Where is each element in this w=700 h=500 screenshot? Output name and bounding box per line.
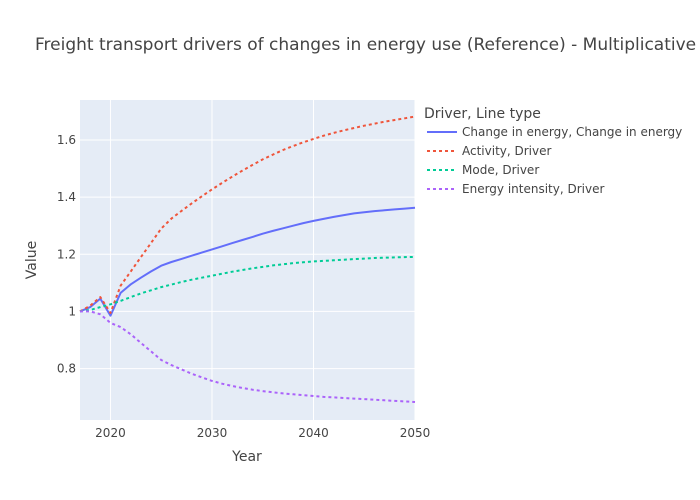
series-line bbox=[79, 206, 416, 317]
x-tick-label: 2050 bbox=[400, 426, 431, 440]
chart-title: Freight transport drivers of changes in … bbox=[35, 35, 696, 55]
legend-label: Change in energy, Change in energy bbox=[462, 125, 682, 139]
x-tick-label: 2040 bbox=[298, 426, 329, 440]
grid bbox=[80, 100, 416, 420]
y-tick-label: 0.8 bbox=[57, 362, 76, 376]
series-line bbox=[79, 115, 416, 314]
x-tick-label: 2020 bbox=[95, 426, 126, 440]
y-tick-label: 1.2 bbox=[57, 247, 76, 261]
legend-label: Energy intensity, Driver bbox=[462, 182, 604, 196]
legend-label: Mode, Driver bbox=[462, 163, 539, 177]
legend-item[interactable]: Energy intensity, Driver bbox=[427, 182, 604, 196]
y-axis-title: Value bbox=[24, 241, 40, 279]
y-tick-label: 1.4 bbox=[57, 190, 76, 204]
legend-label: Activity, Driver bbox=[462, 144, 551, 158]
tick-labels: 2020 2030 2040 2050 0.8 1 1.2 1.4 1.6 bbox=[57, 133, 430, 440]
x-axis-title: Year bbox=[231, 449, 262, 465]
plot-area bbox=[80, 100, 415, 420]
legend[interactable]: Driver, Line type Change in energy, Chan… bbox=[424, 106, 682, 196]
legend-item[interactable]: Activity, Driver bbox=[427, 144, 551, 158]
x-tick-label: 2030 bbox=[197, 426, 228, 440]
y-tick-label: 1 bbox=[68, 304, 76, 318]
series-line bbox=[80, 310, 416, 403]
legend-item[interactable]: Mode, Driver bbox=[427, 163, 539, 177]
legend-item[interactable]: Change in energy, Change in energy bbox=[427, 125, 682, 139]
y-tick-label: 1.6 bbox=[57, 133, 76, 147]
legend-title: Driver, Line type bbox=[424, 106, 541, 122]
series-lines bbox=[79, 115, 416, 403]
